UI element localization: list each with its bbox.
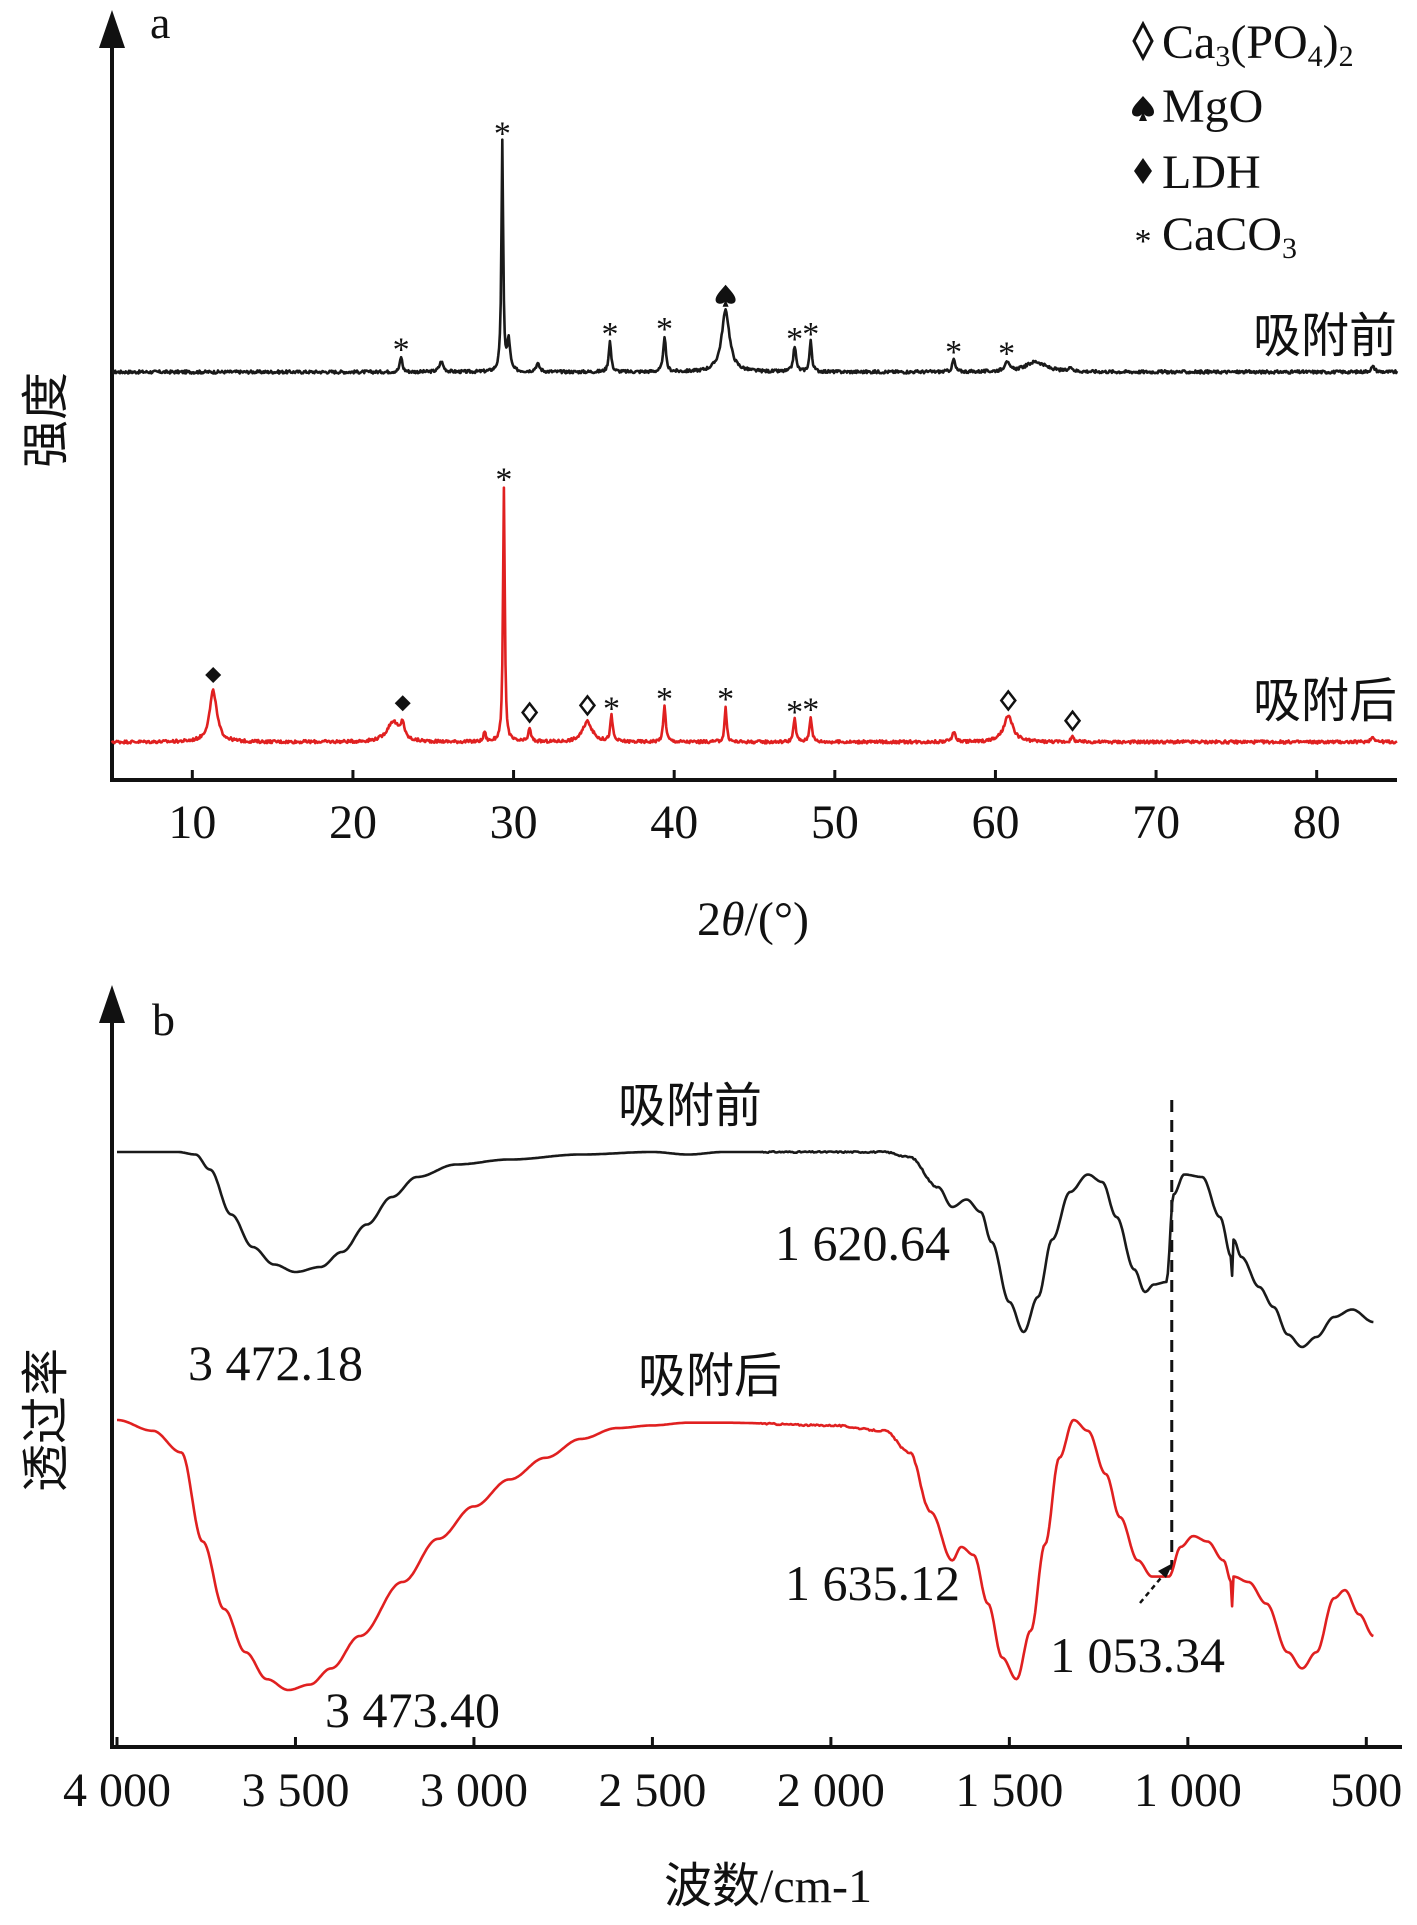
panel-b-series [117,1150,1374,1692]
panel-b-series-label-after: 吸附后 [638,1348,782,1404]
panel-b-y-label: 透过率 [18,1348,74,1492]
peak-marker-s1-10-open-diamond-icon [999,689,1017,712]
legend-label-mgo: MgO [1162,80,1263,133]
peak-marker-s0-0-asterisk-icon: * [393,332,410,369]
panel-a-series-label-before: 吸附前 [1253,308,1397,364]
x-tick-label-2000: 2 000 [777,1764,885,1817]
panel-b-label: b [152,994,175,1045]
panel-a-x-label-prefix: 2 [697,893,721,946]
legend-item-ca3po42: Ca3(PO4)2 [1132,16,1354,73]
peak-marker-s1-5-asterisk-icon: * [603,690,620,727]
peak-marker-s1-2-asterisk-icon: * [495,462,512,499]
asterisk-icon: * [1135,223,1152,260]
legend-item-caco3: * CaCO3 [1135,208,1298,265]
panel-a-y-label: 强度 [18,372,74,468]
x-tick-label-20: 20 [329,796,377,849]
legend-item-ldh: LDH [1134,146,1261,199]
legend-item-mgo: MgO [1132,80,1263,133]
x-tick-label-70: 70 [1132,796,1180,849]
panel-a-x-ticks: 10 20 30 40 50 60 70 80 [168,770,1341,849]
peak-marker-s0-7-asterisk-icon: * [945,334,962,371]
peak-marker-s1-1-diamond-icon [394,695,411,712]
x-tick-label-50: 50 [811,796,859,849]
x-tick-label-500: 500 [1330,1764,1402,1817]
panel-a-x-label-unit: /(°) [745,893,810,946]
peak-marker-s1-6-asterisk-icon: * [656,681,673,718]
peak-marker-s1-9-asterisk-icon: * [802,691,819,728]
peak-marker-s1-11-open-diamond-icon [1063,709,1082,732]
panel-b: b 4 000 3 500 3 000 2 500 2 000 1 500 1 000 500… [18,985,1402,1913]
legend-label-ldh: LDH [1162,146,1261,199]
x-tick-label-3500: 3 500 [241,1764,349,1817]
peak-marker-s0-6-asterisk-icon: * [802,316,819,353]
peak-marker-s1-7-asterisk-icon: * [717,681,734,718]
panel-a: a 10 20 30 40 50 60 70 80 强度 2θ/(°) *** * * * * *** *… [18,0,1399,946]
peak-marker-s0-5-asterisk-icon: * [786,321,803,358]
annotation-3472: 3 472.18 [188,1335,363,1391]
panel-a-x-label-theta: θ [721,893,745,946]
peak-marker-s1-4-open-diamond-icon [578,694,597,717]
peak-marker-s1-0-diamond-icon [205,666,222,683]
peak-marker-s0-8-asterisk-icon: * [998,335,1015,372]
panel-a-series: *** * * * * *** * * * * [110,116,1399,745]
ftir-line-series-0 [117,1150,1374,1349]
x-tick-label-4000: 4 000 [63,1764,171,1817]
panel-a-series-label-after: 吸附后 [1253,673,1397,729]
legend-label-caco3: CaCO3 [1162,208,1297,265]
annotation-1053: 1 053.34 [1050,1627,1225,1683]
annotation-1620: 1 620.64 [775,1215,950,1271]
x-tick-label-30: 30 [490,796,538,849]
filled-diamond-icon [1134,158,1152,184]
annotation-1635: 1 635.12 [785,1555,960,1611]
ftir-line-series-1 [117,1418,1374,1692]
peak-marker-s0-1-asterisk-icon: * [494,116,511,153]
panel-a-x-label: 2θ/(°) [697,893,809,946]
panel-b-y-axis-arrow [99,985,125,1023]
annotation-1053-arrow-head [1158,1563,1173,1578]
x-tick-label-2500: 2 500 [598,1764,706,1817]
x-tick-label-1500: 1 500 [955,1764,1063,1817]
peak-marker-s1-3-open-diamond-icon [521,701,539,724]
peak-marker-s0-4-spade-icon [715,284,736,307]
xrd-line-series-1 [110,486,1398,745]
x-tick-label-60: 60 [971,796,1019,849]
annotation-1053-arrow-line [1139,1572,1166,1604]
x-tick-label-3000: 3 000 [420,1764,528,1817]
panel-a-label: a [150,0,170,48]
panel-b-x-ticks: 4 000 3 500 3 000 2 500 2 000 1 500 1 000 500 [63,1737,1402,1817]
x-tick-label-40: 40 [650,796,698,849]
peak-marker-s0-3-asterisk-icon: * [656,311,673,348]
open-diamond-icon [1132,20,1154,62]
annotation-3473: 3 473.40 [325,1682,500,1738]
peak-marker-s1-8-asterisk-icon: * [786,694,803,731]
panel-b-x-label: 波数/cm-1 [664,1860,872,1913]
x-tick-label-10: 10 [168,796,216,849]
peak-marker-s0-2-asterisk-icon: * [601,316,618,353]
legend-label-ca3po42: Ca3(PO4)2 [1162,16,1354,73]
panel-a-legend: Ca3(PO4)2 MgO LDH * CaCO3 [1132,16,1354,265]
spade-icon [1132,96,1154,121]
x-tick-label-1000: 1 000 [1134,1764,1242,1817]
panel-b-series-label-before: 吸附前 [618,1078,762,1134]
panel-a-y-axis-arrow [99,10,125,48]
x-tick-label-80: 80 [1293,796,1341,849]
xrd-line-series-0 [111,138,1399,375]
